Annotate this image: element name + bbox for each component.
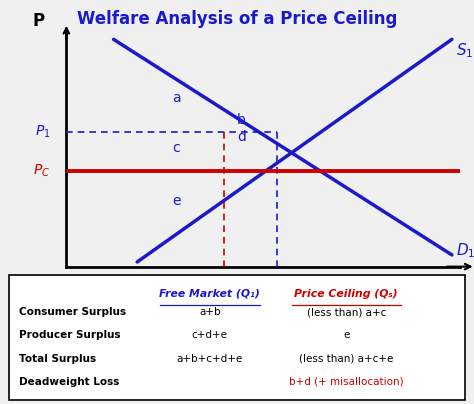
- Text: $D_1$: $D_1$: [456, 241, 474, 260]
- Text: e: e: [343, 330, 349, 341]
- Text: c+d+e: c+d+e: [191, 330, 228, 341]
- Text: (less than) a+c: (less than) a+c: [307, 307, 386, 317]
- Text: (less than) a+c+e: (less than) a+c+e: [299, 354, 393, 364]
- Text: Deadweight Loss: Deadweight Loss: [18, 377, 119, 387]
- Text: a+b+c+d+e: a+b+c+d+e: [177, 354, 243, 364]
- Text: a: a: [172, 91, 181, 105]
- Text: P: P: [33, 12, 45, 30]
- Text: $Q_S$: $Q_S$: [214, 281, 233, 297]
- Text: $S_1$: $S_1$: [456, 42, 473, 61]
- Text: Price Ceiling (Qₛ): Price Ceiling (Qₛ): [294, 288, 398, 299]
- Text: Welfare Analysis of a Price Ceiling: Welfare Analysis of a Price Ceiling: [77, 10, 397, 28]
- Text: Consumer Surplus: Consumer Surplus: [18, 307, 126, 317]
- Text: Total Surplus: Total Surplus: [18, 354, 96, 364]
- Text: c: c: [173, 141, 180, 155]
- Text: $P_1$: $P_1$: [35, 124, 51, 140]
- Text: $P_C$: $P_C$: [34, 162, 51, 179]
- Text: e: e: [172, 194, 181, 208]
- Text: b+d (+ misallocation): b+d (+ misallocation): [289, 377, 403, 387]
- Text: b: b: [237, 113, 246, 127]
- Text: Free Market (Q₁): Free Market (Q₁): [159, 288, 260, 299]
- Text: d: d: [237, 130, 246, 143]
- Text: $Q_1$: $Q_1$: [268, 281, 286, 297]
- Text: Producer Surplus: Producer Surplus: [18, 330, 120, 341]
- Text: a+b: a+b: [199, 307, 220, 317]
